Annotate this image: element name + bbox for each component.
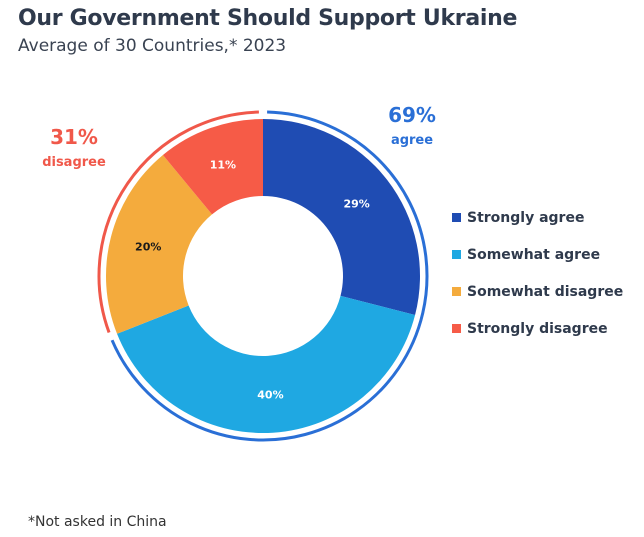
- legend-label: Strongly disagree: [467, 320, 608, 337]
- donut-slice-3: [162, 119, 263, 215]
- legend-swatch: [452, 287, 461, 296]
- legend-label: Strongly agree: [467, 209, 585, 226]
- data-label: 20%: [135, 241, 161, 254]
- donut-slice-0: [263, 119, 420, 316]
- chart-subtitle: Average of 30 Countries,* 2023: [18, 36, 287, 56]
- legend-item-strongly-agree: Strongly agree: [452, 199, 623, 236]
- legend-swatch: [452, 213, 461, 222]
- data-label: 29%: [343, 197, 369, 210]
- legend-label: Somewhat disagree: [467, 283, 624, 300]
- legend-item-somewhat-disagree: Somewhat disagree: [452, 273, 623, 310]
- legend: Strongly agree Somewhat agree Somewhat d…: [452, 199, 623, 347]
- legend-item-somewhat-agree: Somewhat agree: [452, 236, 623, 273]
- legend-swatch: [452, 250, 461, 259]
- chart-title: Our Government Should Support Ukraine: [18, 6, 518, 31]
- group-ring-agree: [110, 110, 429, 442]
- footnote: *Not asked in China: [28, 514, 167, 530]
- legend-swatch: [452, 324, 461, 333]
- legend-label: Somewhat agree: [467, 246, 601, 263]
- donut-slice-1: [117, 295, 416, 434]
- group-label-disagree: disagree: [42, 155, 106, 170]
- data-label: 11%: [210, 159, 236, 172]
- group-label-agree: agree: [391, 133, 433, 148]
- group-value-disagree: 31%: [50, 125, 98, 149]
- data-label: 40%: [257, 388, 283, 401]
- group-value-agree: 69%: [388, 103, 436, 127]
- group-ring-disagree: [97, 110, 259, 334]
- donut-slice-2: [105, 155, 213, 334]
- legend-item-strongly-disagree: Strongly disagree: [452, 310, 623, 347]
